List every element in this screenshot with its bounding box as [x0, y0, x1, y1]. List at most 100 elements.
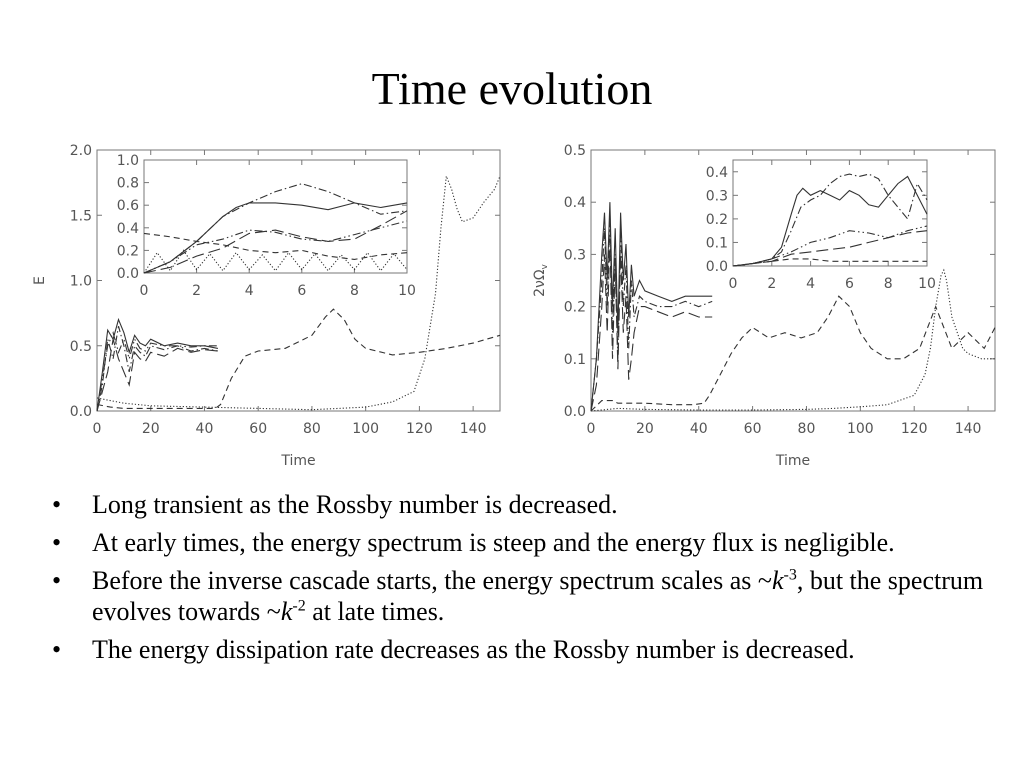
left-main-xtick-label: 80 — [303, 421, 321, 437]
right-inset-ytick-label: 0.0 — [706, 259, 728, 275]
right-inset-xtick-label: 4 — [806, 276, 815, 292]
right-main-xtick-label: 120 — [901, 421, 928, 437]
right-main-ytick-label: 0.5 — [564, 143, 586, 159]
left-main-series-dotted-line — [96, 175, 501, 411]
left-inset-ytick-label: 1.0 — [117, 153, 139, 169]
bullet-item: • The energy dissipation rate decreases a… — [52, 634, 992, 665]
right-inset-xtick-label: 0 — [729, 276, 738, 292]
left-inset-xtick-label: 6 — [297, 283, 306, 299]
left-main-ytick-label: 2.0 — [70, 143, 92, 159]
bullet-text: Before the inverse cascade starts, the e… — [92, 566, 772, 595]
left-main-ylabel: E — [32, 276, 48, 285]
right-inset-xtick-label: 2 — [767, 276, 776, 292]
right-inset-series-dash-dot-line — [732, 173, 928, 267]
bullet-item: • At early times, the energy spectrum is … — [52, 527, 992, 558]
left-main-xlabel: Time — [280, 453, 315, 469]
right-main-ytick-label: 0.0 — [564, 404, 586, 420]
left-inset-ytick-label: 0.0 — [117, 266, 139, 282]
right-inset-ytick-label: 0.2 — [706, 212, 728, 228]
right-main-series-dashed-line — [590, 295, 996, 412]
right-main-ytick-label: 0.2 — [564, 300, 586, 316]
left-main-xtick-label: 60 — [249, 421, 267, 437]
left-inset-xtick-label: 2 — [192, 283, 201, 299]
left-inset-series-dash-dot-dot-line — [143, 220, 408, 274]
right-inset-series-long-dash-line — [732, 230, 928, 267]
left-inset-ytick-label: 0.2 — [117, 243, 139, 259]
bullet-text: At early times, the energy spectrum is s… — [92, 528, 895, 557]
right-inset-ytick-label: 0.1 — [706, 235, 728, 251]
right-inset-series-dash-dot-dot-line — [732, 225, 928, 267]
bullet-item: • Long transient as the Rossby number is … — [52, 489, 992, 520]
right-main-ylabel: 2νΩv — [532, 263, 550, 296]
left-inset-series-dash-dot-line — [143, 183, 408, 274]
right-inset-xtick-label: 6 — [845, 276, 854, 292]
right-inset-xtick-label: 10 — [918, 276, 936, 292]
right-inset-series-dashed-line — [732, 258, 927, 267]
right-main-series-long-dash-line — [590, 238, 713, 412]
bullet-list: • Long transient as the Rossby number is … — [52, 489, 992, 672]
slide-title: Time evolution — [371, 63, 653, 114]
bullet-text: , but the spectrum evolves towards ~ — [92, 566, 984, 626]
left-inset-ytick-label: 0.4 — [117, 221, 139, 237]
right-inset-chart: 0 2 4 6 8 10 0.0 0.1 0.2 0.3 0.4 — [706, 159, 936, 292]
right-main-chart: 0 20 40 60 80 100 120 1400.00.10.20.30.40.5Time… — [532, 143, 996, 469]
left-main-series-dashed-line — [96, 308, 501, 409]
right-inset-ytick-label: 0.3 — [706, 188, 728, 204]
right-main-xtick-label: 60 — [744, 421, 762, 437]
right-inset-ytick-label: 0.4 — [706, 165, 728, 181]
bullet-superscript: -2 — [292, 597, 306, 615]
left-inset-frame — [143, 159, 408, 274]
left-inset-xtick-label: 0 — [140, 283, 149, 299]
left-main-xtick-label: 140 — [460, 421, 487, 437]
bullet-marker: • — [52, 490, 62, 519]
right-main-xtick-label: 20 — [636, 421, 654, 437]
right-inset-xtick-label: 8 — [884, 276, 893, 292]
bullet-marker: • — [52, 566, 62, 595]
left-main-series-dash-dot-dot-line — [96, 331, 218, 412]
left-main-ytick-label: 0.0 — [70, 404, 92, 420]
left-inset-xtick-label: 4 — [245, 283, 254, 299]
right-inset-series-solid-line — [732, 175, 928, 267]
left-main-xtick-label: 0 — [93, 421, 102, 437]
left-main-ytick-label: 1.5 — [70, 208, 92, 224]
right-inset-frame — [732, 159, 928, 267]
left-inset-series-solid-line — [143, 202, 408, 274]
bullet-superscript: -3 — [783, 566, 797, 584]
right-main-series-dotted-line — [590, 268, 995, 412]
left-inset-xtick-label: 8 — [350, 283, 359, 299]
right-main-xtick-label: 40 — [690, 421, 708, 437]
left-inset-series-long-dash-line — [143, 210, 408, 274]
left-inset-series-dashed-line — [143, 232, 408, 260]
left-inset-ytick-label: 0.8 — [117, 176, 139, 192]
left-main-ytick-label: 1.0 — [70, 274, 92, 290]
bullet-item: • Before the inverse cascade starts, the … — [52, 565, 992, 627]
left-main-xtick-label: 120 — [406, 421, 433, 437]
right-main-xtick-label: 100 — [847, 421, 874, 437]
bullet-text: Long transient as the Rossby number is d… — [92, 490, 618, 519]
left-main-series-long-dash-line — [96, 339, 218, 412]
right-main-series-solid-line — [590, 202, 713, 412]
right-main-series-dash-dot-line — [590, 212, 713, 412]
right-main-xlabel: Time — [775, 453, 810, 469]
right-main-xtick-label: 0 — [587, 421, 596, 437]
left-inset-xtick-label: 10 — [398, 283, 416, 299]
left-main-xtick-label: 20 — [142, 421, 160, 437]
bullet-italic-text: k — [280, 597, 293, 626]
right-main-ytick-label: 0.4 — [564, 195, 586, 211]
left-inset-ytick-label: 0.6 — [117, 198, 139, 214]
bullet-text: at late times. — [305, 597, 445, 626]
right-main-ytick-label: 0.1 — [564, 352, 586, 368]
left-main-xtick-label: 100 — [352, 421, 379, 437]
left-main-series-solid-line — [96, 317, 219, 412]
bullet-text: The energy dissipation rate decreases as… — [92, 635, 855, 664]
bullet-marker: • — [52, 528, 62, 557]
right-main-ytick-label: 0.3 — [564, 247, 586, 263]
bullet-marker: • — [52, 635, 62, 664]
bullet-italic-text: k — [771, 566, 784, 595]
left-main-series-dash-dot-line — [96, 326, 219, 412]
left-inset-chart: 0 2 4 6 8 10 0.0 0.2 0.4 0.6 0.8 1.0 — [117, 153, 416, 299]
right-main-xtick-label: 140 — [955, 421, 982, 437]
right-main-xtick-label: 80 — [798, 421, 816, 437]
left-main-xtick-label: 40 — [196, 421, 214, 437]
